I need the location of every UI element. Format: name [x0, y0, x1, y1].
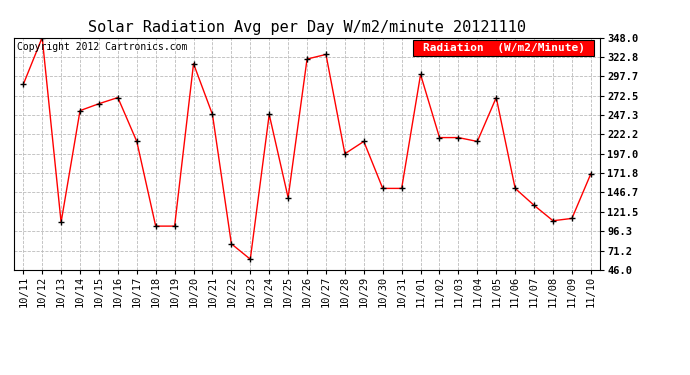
Title: Solar Radiation Avg per Day W/m2/minute 20121110: Solar Radiation Avg per Day W/m2/minute … — [88, 20, 526, 35]
Text: Radiation  (W/m2/Minute): Radiation (W/m2/Minute) — [422, 43, 584, 53]
Text: Copyright 2012 Cartronics.com: Copyright 2012 Cartronics.com — [17, 42, 187, 52]
FancyBboxPatch shape — [413, 40, 594, 56]
